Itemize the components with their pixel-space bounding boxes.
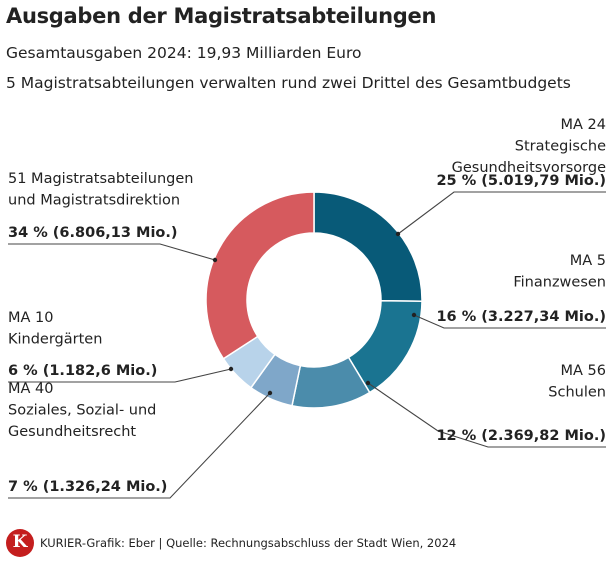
label-ma-56-line-1: Schulen — [548, 385, 606, 401]
logo-letter: K — [12, 532, 28, 552]
leader-line-ma-24 — [397, 191, 606, 235]
slice-51-magistratsabteilungen-und-magistratsdirektion — [205, 191, 315, 360]
leader-line-ma-40 — [8, 392, 271, 499]
label-51-magistratsabteilungen-und-magistratsdirektion-line-1: und Magistratsdirektion — [8, 193, 180, 209]
value-ma-10: 6 % (1.182,6 Mio.) — [8, 363, 157, 379]
value-ma-24: 25 % (5.019,79 Mio.) — [436, 173, 606, 189]
label-ma-10-line-1: Kindergärten — [8, 332, 102, 348]
value-ma-5: 16 % (3.227,34 Mio.) — [436, 309, 606, 325]
value-51-magistratsabteilungen-und-magistratsdirektion: 34 % (6.806,13 Mio.) — [8, 225, 178, 241]
leader-dot-ma-10 — [228, 366, 234, 372]
label-51-magistratsabteilungen-und-magistratsdirektion-line-0: 51 Magistratsabteilungen — [8, 171, 193, 187]
label-ma-40-line-0: MA 40 — [8, 381, 54, 397]
leader-line-ma-5 — [413, 314, 606, 329]
label-ma-5-line-1: Finanzwesen — [513, 275, 606, 291]
label-ma-24-line-2: Gesundheitsvorsorge — [452, 160, 606, 176]
budget-share-subtitle: 5 Magistratsabteilungen verwalten rund z… — [6, 74, 571, 92]
label-ma-24-line-0: MA 24 — [561, 117, 607, 133]
chart-title: Ausgaben der Magistratsabteilungen — [6, 4, 437, 28]
slice-ma-24 — [313, 191, 423, 303]
leader-dot-ma-24 — [395, 231, 401, 237]
leader-dot-ma-5 — [411, 312, 417, 318]
value-ma-56: 12 % (2.369,82 Mio.) — [436, 428, 606, 444]
leader-dot-ma-56 — [365, 380, 371, 386]
label-ma-56-line-0: MA 56 — [561, 363, 607, 379]
leader-line-ma-10 — [8, 368, 232, 383]
value-ma-40: 7 % (1.326,24 Mio.) — [8, 479, 167, 495]
leader-line-ma-56 — [367, 382, 606, 448]
label-ma-5-line-0: MA 5 — [570, 253, 606, 269]
leader-dot-ma-40 — [267, 390, 273, 396]
label-ma-40-line-2: Gesundheitsrecht — [8, 424, 136, 440]
kurier-logo: K — [6, 529, 34, 557]
label-ma-10-line-0: MA 10 — [8, 310, 54, 326]
source-footer: KURIER-Grafik: Eber | Quelle: Rechnungsa… — [40, 536, 457, 550]
leader-dot-51-magistratsabteilungen-und-magistratsdirektion — [212, 257, 218, 263]
label-ma-40-line-1: Soziales, Sozial- und — [8, 403, 156, 419]
label-ma-24-line-1: Strategische — [515, 139, 606, 155]
total-expenses-subtitle: Gesamtausgaben 2024: 19,93 Milliarden Eu… — [6, 44, 362, 62]
leader-line-51-magistratsabteilungen-und-magistratsdirektion — [8, 243, 216, 261]
